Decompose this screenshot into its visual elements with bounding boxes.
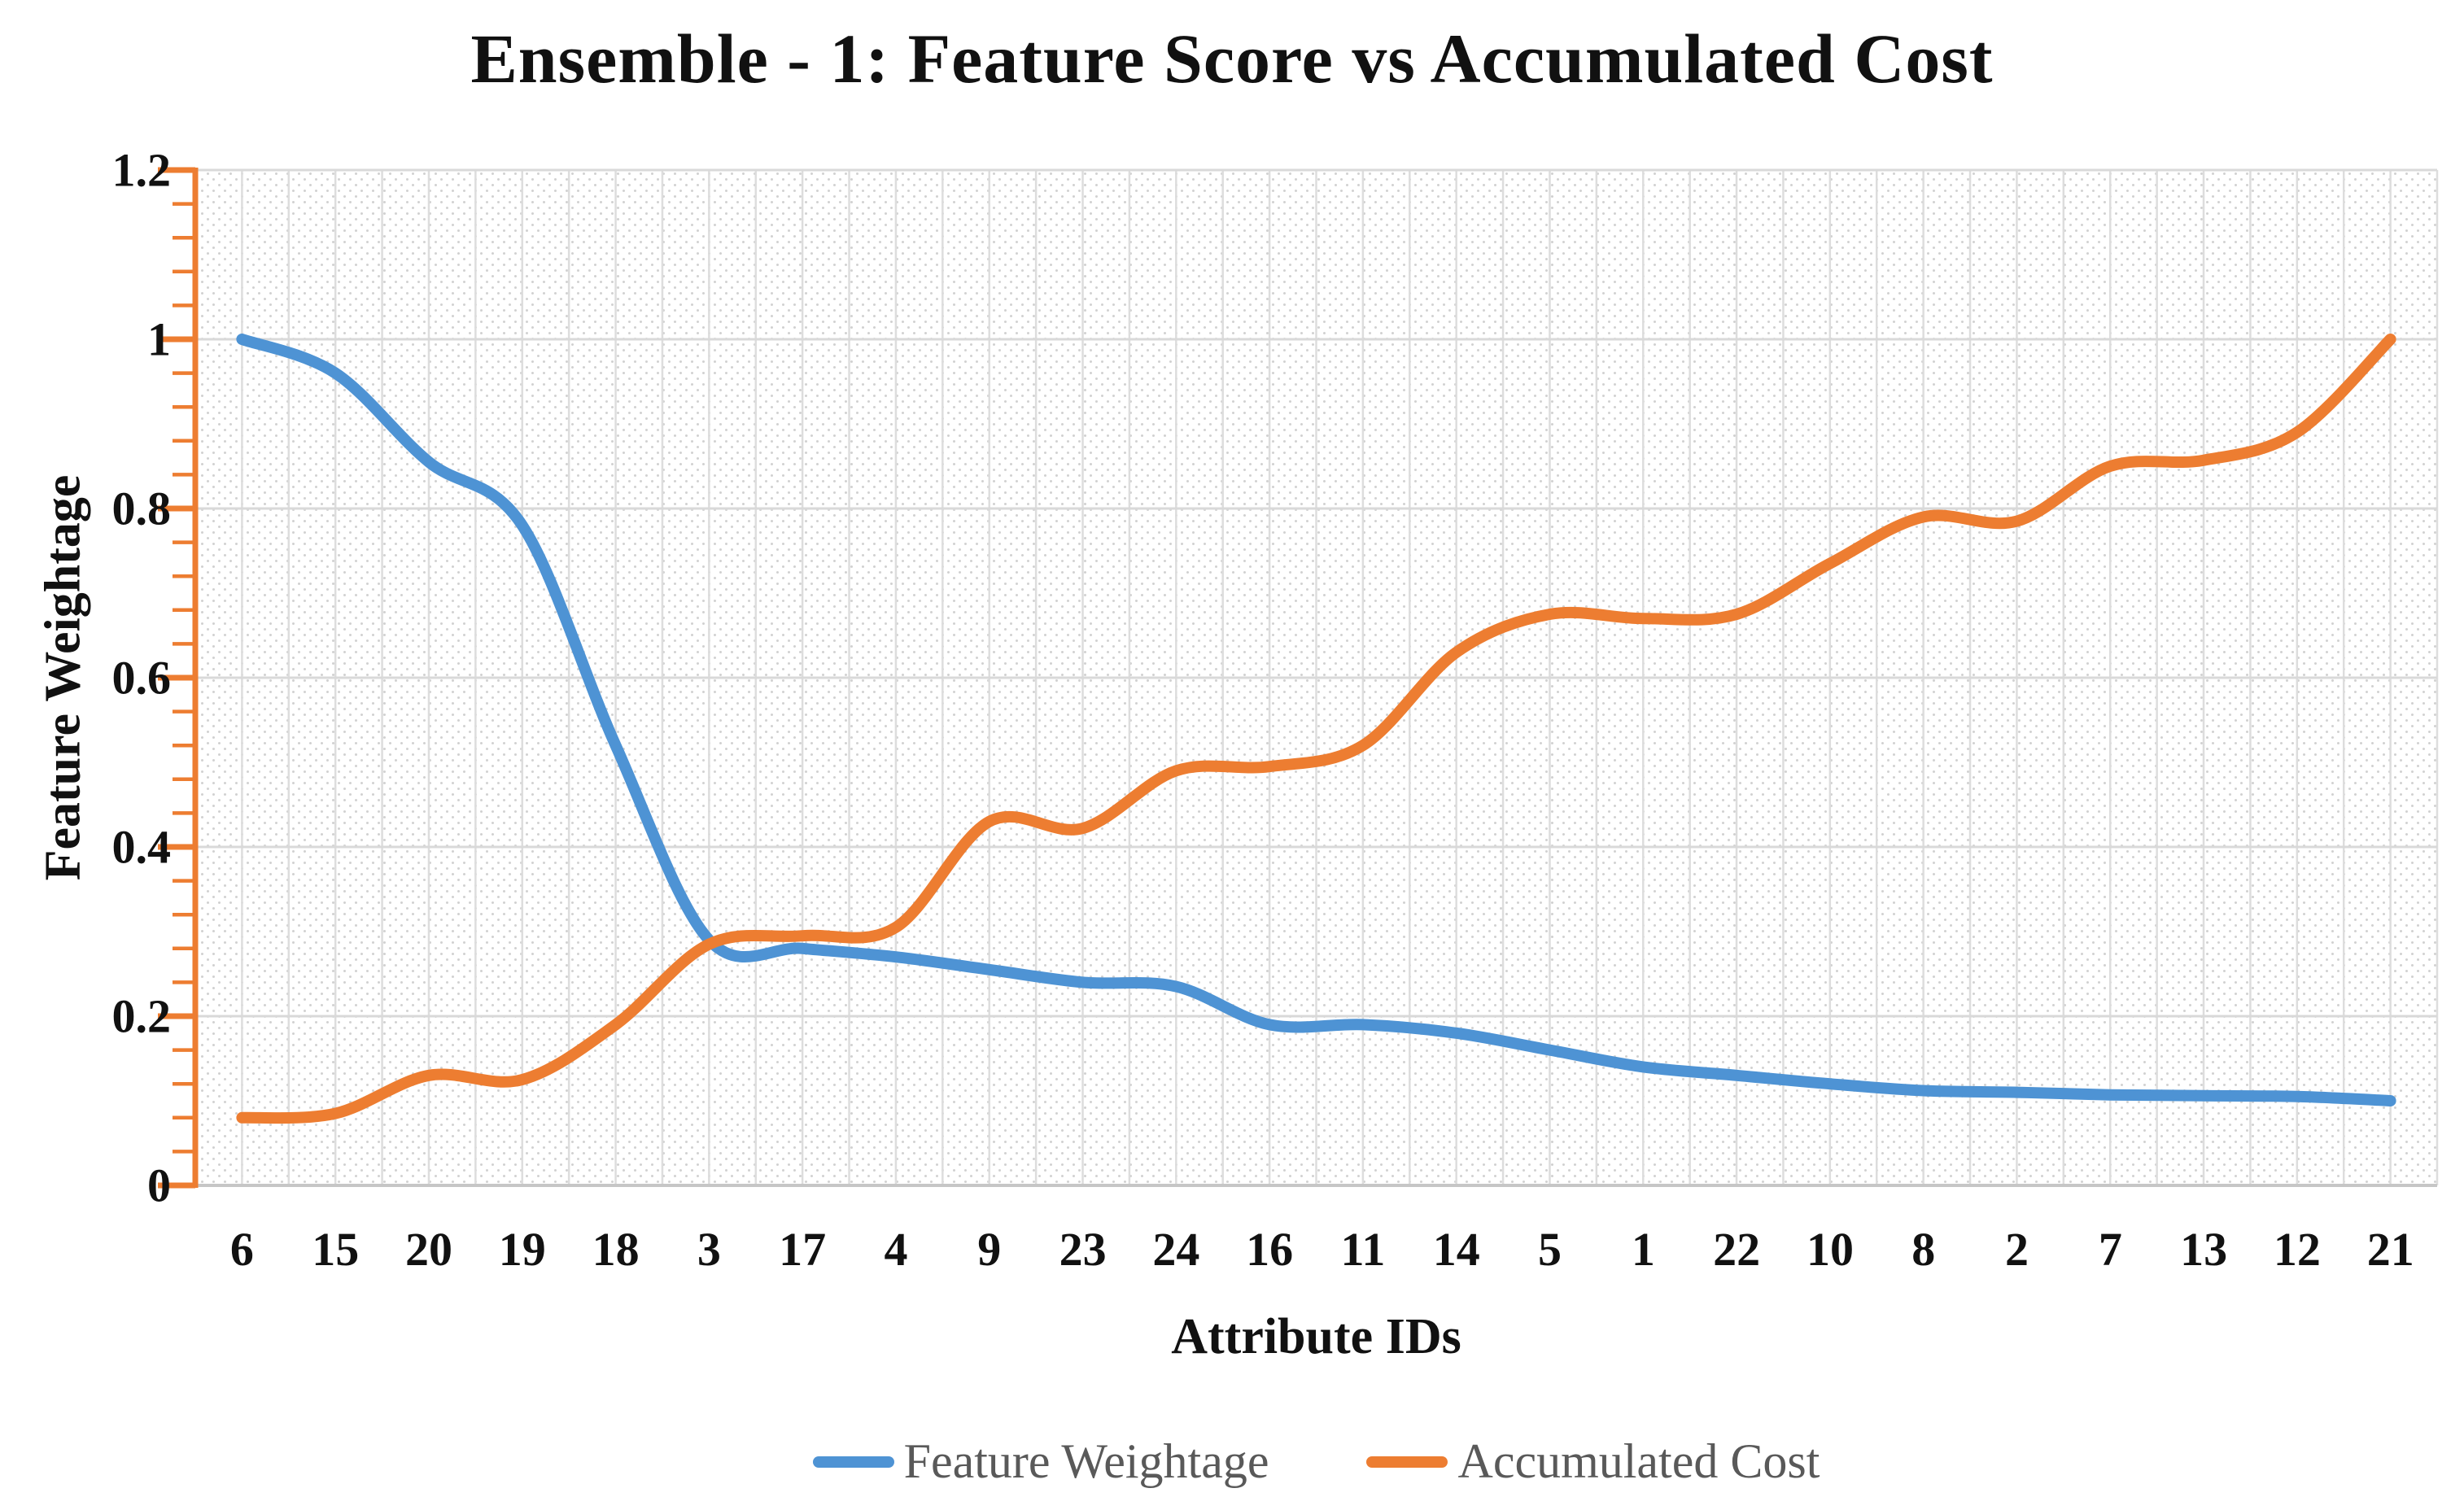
x-tick-label: 2 xyxy=(2005,1223,2029,1276)
x-tick-label: 5 xyxy=(1538,1223,1562,1276)
x-tick-label: 14 xyxy=(1432,1223,1480,1276)
x-tick-label: 11 xyxy=(1340,1223,1386,1276)
legend-line-swatch xyxy=(812,1456,894,1468)
x-tick-label: 23 xyxy=(1059,1223,1107,1276)
x-tick-label: 12 xyxy=(2273,1223,2321,1276)
series-line-accumulated-cost xyxy=(236,334,2396,1124)
x-tick-label: 20 xyxy=(404,1223,452,1276)
y-tick-label: 0.4 xyxy=(111,820,172,874)
legend-label: Feature Weightage xyxy=(903,1434,1269,1488)
x-tick-label: 10 xyxy=(1806,1223,1854,1276)
legend-item: Accumulated Cost xyxy=(1366,1434,1820,1490)
y-tick-label: 1.2 xyxy=(111,143,172,197)
x-axis-tick-labels: 6 15 20 19 18 3 17 4 9 23 24 16 11 14 5 1 22 10 8 2 7 13 12 21 xyxy=(195,1222,2437,1277)
y-tick-label: 0.6 xyxy=(111,651,172,705)
legend-item: Feature Weightage xyxy=(812,1434,1269,1490)
x-tick-label: 9 xyxy=(977,1223,1002,1276)
x-tick-label: 4 xyxy=(884,1223,908,1276)
x-tick-label: 3 xyxy=(697,1223,721,1276)
x-tick-label: 6 xyxy=(229,1223,254,1276)
legend-label: Accumulated Cost xyxy=(1457,1434,1820,1488)
x-tick-label: 19 xyxy=(498,1223,546,1276)
x-tick-label: 15 xyxy=(312,1223,360,1276)
x-tick-label: 17 xyxy=(779,1223,827,1276)
x-axis-title: Attribute IDs xyxy=(1171,1309,1461,1364)
y-tick-label: 0 xyxy=(147,1159,171,1212)
x-tick-label: 16 xyxy=(1246,1223,1294,1276)
chart-legend: Feature Weightage Accumulated Cost xyxy=(195,1434,2437,1490)
x-tick-label: 8 xyxy=(1911,1223,1936,1276)
x-tick-label: 24 xyxy=(1152,1223,1200,1276)
x-tick-label: 18 xyxy=(592,1223,640,1276)
y-tick-label: 0.8 xyxy=(111,482,172,535)
chart-title: Ensemble - 1: Feature Score vs Accumulat… xyxy=(470,20,1994,98)
y-tick-label: 1 xyxy=(147,312,171,366)
x-tick-label: 13 xyxy=(2180,1223,2228,1276)
x-tick-label: 1 xyxy=(1631,1223,1655,1276)
x-tick-label: 7 xyxy=(2098,1223,2122,1276)
x-tick-label: 22 xyxy=(1713,1223,1761,1276)
legend-line-swatch xyxy=(1366,1456,1448,1468)
series-line-feature-weightage xyxy=(236,334,2396,1106)
x-tick-label: 21 xyxy=(2366,1223,2414,1276)
y-tick-label: 0.2 xyxy=(111,989,172,1043)
